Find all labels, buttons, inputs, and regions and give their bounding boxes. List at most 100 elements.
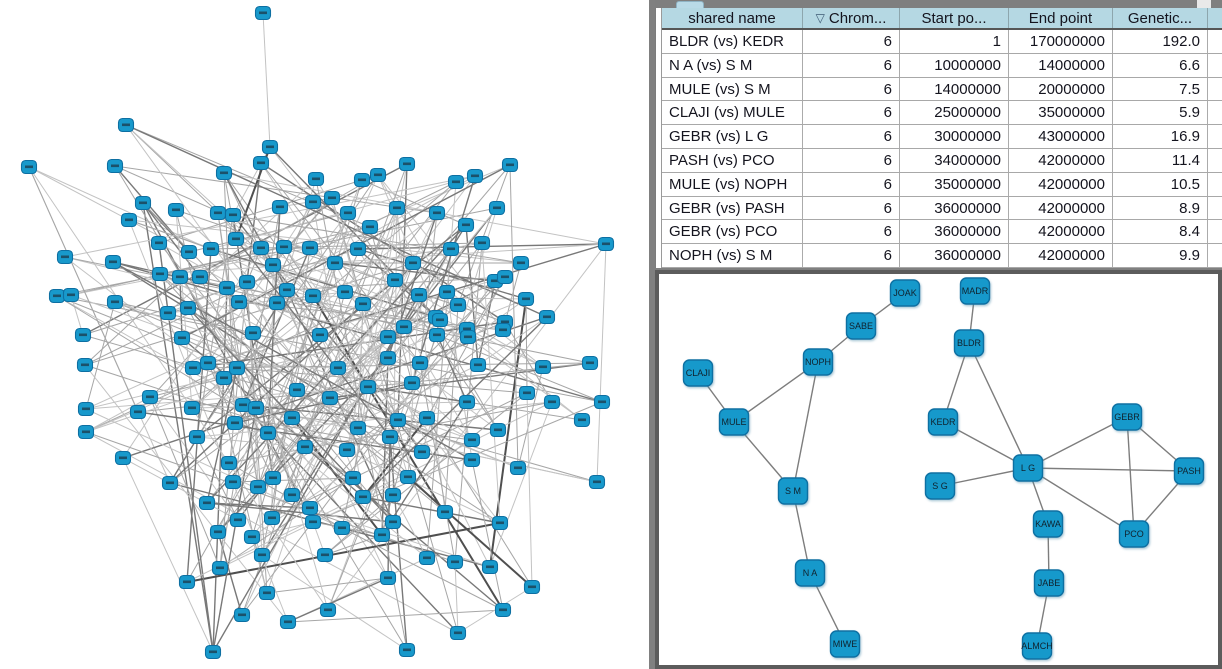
network-edge[interactable] [219,477,354,569]
main-network-panel[interactable] [0,0,649,669]
network-edge[interactable] [187,307,274,479]
network-edge[interactable] [181,175,476,339]
network-edge[interactable] [125,124,394,496]
sub-network-canvas[interactable]: JOAK MADR SABE BLDR NOPH CLAJI MULE KEDR GEBR L G… [659,274,1218,665]
network-node-MIWE[interactable] [829,630,861,658]
network-node-SM[interactable] [777,477,809,505]
network-edge[interactable] [223,172,237,240]
network-edge[interactable] [446,181,457,293]
network-edge[interactable] [334,262,491,568]
network-edge[interactable] [467,336,583,421]
network-edge[interactable] [159,243,607,275]
network-edge[interactable] [287,609,504,623]
network-edge[interactable] [242,404,459,634]
network-edge[interactable] [1027,467,1190,472]
table-row[interactable]: MULE (vs) NOPH 6 35000000 42000000 10.5 [662,172,1222,197]
network-edge[interactable] [122,457,239,521]
network-edge[interactable] [114,301,254,334]
network-edge[interactable] [436,334,468,403]
network-edge[interactable] [114,301,369,388]
network-edge[interactable] [337,280,496,369]
network-edge[interactable] [207,332,254,364]
network-edge[interactable] [369,226,544,368]
network-edge[interactable] [149,396,473,441]
network-edge[interactable] [504,321,553,403]
network-edge[interactable] [212,407,257,653]
network-edge[interactable] [457,164,511,306]
network-edge[interactable] [444,304,459,513]
network-edge[interactable] [596,243,607,483]
network-edge[interactable] [186,522,501,583]
network-edge[interactable] [362,496,501,524]
network-edge[interactable] [223,172,607,245]
column-header-chromosome[interactable]: ▽ Chrom... [803,8,900,29]
network-edge[interactable] [287,577,389,623]
network-edge[interactable] [411,336,469,384]
network-edge[interactable] [291,336,389,496]
network-edge[interactable] [169,303,364,484]
table-row[interactable]: CLAJI (vs) MULE 6 25000000 35000000 5.9 [662,101,1222,126]
network-edge[interactable] [262,12,271,148]
network-node-JABE[interactable] [1033,569,1065,597]
network-edge[interactable] [112,261,473,461]
column-header-genetic[interactable]: Genetic... [1113,8,1208,29]
network-edge[interactable] [426,276,506,419]
network-edge[interactable] [324,534,383,556]
network-edge[interactable] [477,280,496,366]
network-edge[interactable] [64,175,476,258]
table-row[interactable]: MULE (vs) S M 6 14000000 20000000 7.5 [662,77,1222,102]
filter-icon[interactable]: ▽ [815,11,825,26]
network-edge[interactable] [419,212,438,364]
network-node-JOAK[interactable] [889,279,921,307]
network-edge[interactable] [207,362,236,424]
network-edge[interactable] [346,419,399,451]
network-edge[interactable] [128,219,212,250]
network-edge[interactable] [509,164,519,469]
network-edge[interactable] [407,476,533,588]
column-header-extra[interactable] [1208,8,1222,29]
main-network-canvas[interactable] [0,0,649,669]
network-edge[interactable] [296,389,446,513]
network-edge[interactable] [84,364,289,623]
network-node-PASH[interactable] [1173,457,1205,485]
network-edge[interactable] [149,396,221,569]
network-edge[interactable] [186,248,212,583]
network-edge[interactable] [454,561,459,634]
network-edge[interactable] [167,287,228,314]
network-edge[interactable] [64,256,389,338]
network-edge[interactable] [426,417,533,588]
network-edge[interactable] [217,212,522,264]
network-edge[interactable] [426,248,452,559]
network-node-NOPH[interactable] [802,348,834,376]
network-node-GEBR[interactable] [1111,403,1143,431]
network-edge[interactable] [381,357,389,536]
network-edge[interactable] [341,527,504,611]
network-edge[interactable] [272,264,364,498]
network-edge[interactable] [261,554,408,651]
network-edge[interactable] [334,262,496,282]
table-row[interactable]: GEBR (vs) L G 6 30000000 43000000 16.9 [662,125,1222,150]
network-node-KEDR[interactable] [927,408,959,436]
network-edge[interactable] [304,446,364,498]
network-edge[interactable] [1027,467,1135,535]
network-node-SABE[interactable] [845,312,877,340]
network-edge[interactable] [246,162,262,283]
network-edge[interactable] [792,361,819,492]
network-edge[interactable] [446,291,473,461]
network-edge[interactable] [199,276,311,509]
network-edge[interactable] [471,459,504,611]
network-edge[interactable] [315,178,473,441]
network-edge[interactable] [324,494,394,556]
column-header-start_point[interactable]: Start po... [900,8,1009,29]
network-edge[interactable] [149,396,239,521]
table-row[interactable]: NOPH (vs) S M 6 36000000 42000000 9.9 [662,244,1222,268]
network-node-LG[interactable] [1012,454,1044,482]
network-edge[interactable] [341,279,396,529]
network-edge[interactable] [411,175,476,384]
network-node-KAWA[interactable] [1032,510,1064,538]
network-node-SG[interactable] [924,472,956,500]
network-edge[interactable] [968,342,1029,469]
network-edge[interactable] [56,295,257,409]
network-node-ALMCH[interactable] [1021,632,1053,660]
column-header-end_point[interactable]: End point [1009,8,1113,29]
